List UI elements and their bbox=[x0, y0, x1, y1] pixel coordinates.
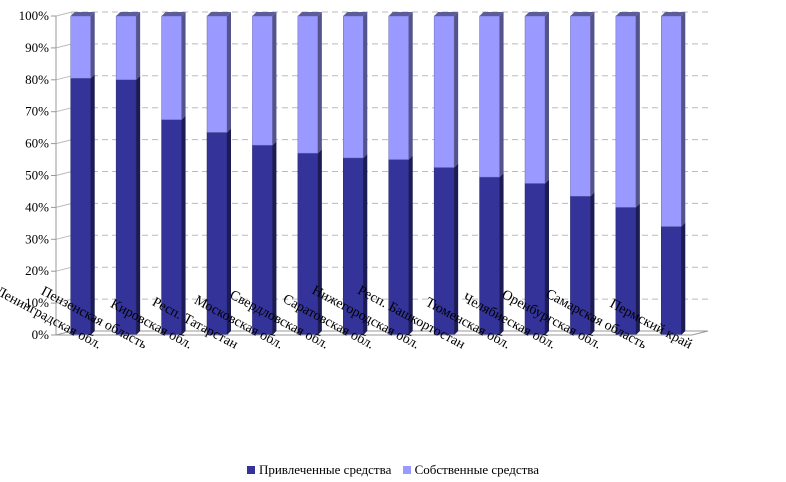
bar-side-own-12 bbox=[635, 12, 640, 208]
grid-layer bbox=[55, 11, 708, 336]
bar-top-5 bbox=[297, 12, 322, 16]
y-tick-label: 90% bbox=[25, 40, 49, 55]
floor-front-edge bbox=[56, 330, 709, 336]
bar-side-borrowed-3 bbox=[227, 128, 231, 335]
bar-own-1 bbox=[115, 15, 137, 81]
bar-side-borrowed-10 bbox=[545, 179, 549, 335]
bar-own-9 bbox=[479, 15, 500, 178]
legend-item-own: Собственные средства bbox=[402, 462, 540, 478]
bar-own-3 bbox=[206, 15, 228, 133]
gridline-diag bbox=[55, 43, 73, 49]
bar-borrowed-1 bbox=[115, 79, 137, 336]
y-tick-label: 50% bbox=[25, 168, 49, 183]
bar-side-own-5 bbox=[317, 12, 322, 154]
stacked-bar-chart: 0%10%20%30%40%50%60%70%80%90%100%Ленингр… bbox=[0, 8, 709, 353]
bar-top-6 bbox=[343, 12, 368, 16]
bar-top-9 bbox=[479, 12, 504, 16]
bar-side-own-6 bbox=[363, 12, 368, 158]
bar-side-own-4 bbox=[272, 12, 277, 146]
legend: Привлеченные средства Собственные средст… bbox=[0, 462, 786, 478]
bar-side-borrowed-12 bbox=[635, 203, 640, 335]
bar-side-own-7 bbox=[408, 12, 413, 160]
bar-side-borrowed-6 bbox=[363, 153, 368, 335]
gridline-diag bbox=[55, 75, 73, 81]
bar-side-borrowed-9 bbox=[499, 173, 504, 335]
bar-side-own-11 bbox=[590, 12, 595, 197]
bar-own-13 bbox=[661, 15, 682, 227]
legend-swatch-own bbox=[402, 466, 411, 474]
bar-side-borrowed-8 bbox=[454, 163, 459, 335]
bar-own-10 bbox=[524, 15, 546, 184]
bar-side-borrowed-0 bbox=[90, 74, 95, 335]
legend-label-borrowed: Привлеченные средства bbox=[258, 462, 392, 477]
bar-top-12 bbox=[615, 12, 640, 16]
bar-own-7 bbox=[388, 15, 409, 160]
y-tick-label: 10% bbox=[25, 295, 49, 310]
bar-side-own-13 bbox=[681, 12, 686, 227]
y-tick-label: 30% bbox=[25, 231, 49, 246]
gridline-diag bbox=[55, 171, 73, 176]
bar-layer bbox=[70, 12, 686, 336]
gridline-diag bbox=[55, 107, 73, 113]
y-tick-label: 80% bbox=[25, 72, 49, 87]
legend-item-borrowed: Привлеченные средства bbox=[246, 462, 392, 478]
bar-own-4 bbox=[252, 15, 273, 146]
y-tick-label: 60% bbox=[25, 136, 49, 151]
gridline-diag bbox=[55, 202, 73, 208]
bar-top-13 bbox=[661, 12, 686, 16]
bar-own-0 bbox=[70, 15, 91, 79]
bar-top-8 bbox=[434, 12, 459, 16]
bar-own-5 bbox=[297, 15, 319, 154]
bar-side-own-8 bbox=[454, 12, 459, 168]
bar-side-borrowed-1 bbox=[136, 75, 141, 336]
bar-borrowed-0 bbox=[70, 77, 91, 336]
y-tick-label: 40% bbox=[25, 199, 49, 214]
legend-label-own: Собственные средства bbox=[414, 462, 540, 477]
y-tick-label: 100% bbox=[19, 8, 50, 23]
bar-top-11 bbox=[570, 12, 595, 16]
bar-own-6 bbox=[343, 15, 364, 159]
bar-top-1 bbox=[116, 12, 141, 16]
bar-side-own-9 bbox=[499, 12, 504, 178]
gridline-diag bbox=[55, 298, 73, 304]
bar-side-own-10 bbox=[545, 12, 549, 184]
bar-side-borrowed-13 bbox=[681, 222, 686, 335]
bar-side-borrowed-5 bbox=[317, 149, 322, 335]
gridline-diag bbox=[55, 234, 73, 240]
bar-side-own-3 bbox=[227, 12, 231, 133]
bar-own-12 bbox=[615, 15, 637, 208]
bar-side-borrowed-11 bbox=[590, 192, 595, 335]
bar-own-11 bbox=[570, 15, 591, 197]
bar-top-7 bbox=[388, 12, 413, 16]
bar-side-own-2 bbox=[181, 12, 186, 120]
bar-side-borrowed-2 bbox=[181, 115, 186, 335]
bar-top-10 bbox=[525, 12, 549, 16]
bar-side-own-1 bbox=[136, 12, 141, 80]
y-tick-label: 70% bbox=[25, 104, 49, 119]
gridline-diag bbox=[55, 266, 73, 272]
bar-own-2 bbox=[161, 15, 182, 120]
bar-side-own-0 bbox=[90, 12, 95, 79]
bar-side-borrowed-7 bbox=[408, 155, 413, 335]
bar-borrowed-13 bbox=[661, 226, 682, 336]
bar-top-3 bbox=[207, 12, 231, 16]
gridline-diag bbox=[55, 139, 73, 145]
legend-swatch-borrowed bbox=[246, 466, 255, 474]
bar-side-borrowed-4 bbox=[272, 141, 277, 335]
gridline-diag bbox=[55, 11, 73, 17]
bar-own-8 bbox=[433, 15, 455, 168]
bar-top-2 bbox=[161, 12, 186, 16]
y-tick-label: 20% bbox=[25, 263, 49, 278]
bar-top-0 bbox=[70, 12, 95, 16]
y-tick-label: 0% bbox=[32, 327, 50, 342]
bar-top-4 bbox=[252, 12, 277, 16]
axis-layer bbox=[51, 15, 709, 336]
